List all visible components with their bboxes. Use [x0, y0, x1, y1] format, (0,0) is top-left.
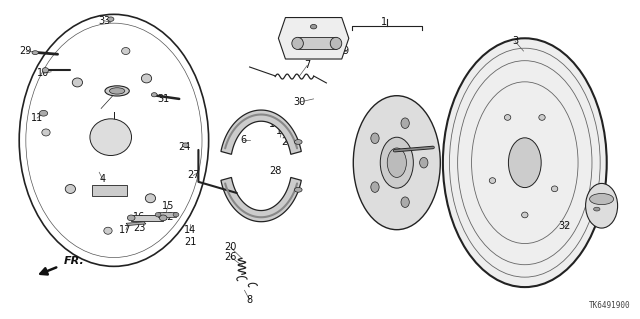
- Text: 20: 20: [224, 242, 237, 252]
- Bar: [158, 212, 176, 217]
- Bar: [131, 215, 163, 221]
- Ellipse shape: [109, 88, 125, 94]
- Text: 26: 26: [224, 252, 237, 262]
- Text: 28: 28: [269, 166, 282, 176]
- Ellipse shape: [42, 68, 49, 73]
- Ellipse shape: [122, 48, 130, 55]
- Ellipse shape: [72, 78, 83, 87]
- Ellipse shape: [152, 93, 157, 97]
- Text: 10: 10: [37, 68, 50, 78]
- Ellipse shape: [155, 212, 161, 217]
- Text: 13: 13: [293, 46, 306, 56]
- Text: TK6491900: TK6491900: [589, 301, 630, 310]
- Text: 27: 27: [187, 170, 200, 181]
- Ellipse shape: [42, 129, 50, 136]
- Text: 4: 4: [99, 174, 106, 184]
- Text: 23: 23: [133, 223, 146, 233]
- Ellipse shape: [489, 178, 495, 183]
- Text: 31: 31: [157, 94, 170, 104]
- Ellipse shape: [65, 184, 76, 193]
- Text: 18: 18: [269, 119, 282, 130]
- Ellipse shape: [353, 96, 440, 230]
- Ellipse shape: [539, 115, 545, 120]
- Polygon shape: [278, 18, 349, 59]
- Text: 3: 3: [512, 36, 518, 47]
- Text: 17: 17: [118, 225, 131, 235]
- Ellipse shape: [586, 183, 618, 228]
- Text: 6: 6: [240, 135, 246, 145]
- Ellipse shape: [127, 215, 135, 221]
- Ellipse shape: [387, 148, 406, 177]
- Ellipse shape: [104, 227, 112, 234]
- Ellipse shape: [522, 212, 528, 218]
- Text: 15: 15: [161, 201, 174, 211]
- Text: 12: 12: [304, 24, 317, 34]
- Ellipse shape: [90, 119, 132, 155]
- Ellipse shape: [371, 133, 379, 144]
- Ellipse shape: [292, 37, 303, 49]
- Text: FR.: FR.: [64, 256, 84, 266]
- Text: 22: 22: [161, 212, 174, 222]
- Ellipse shape: [294, 187, 302, 192]
- Ellipse shape: [593, 207, 600, 211]
- Ellipse shape: [401, 118, 410, 129]
- Polygon shape: [221, 177, 301, 222]
- Ellipse shape: [294, 139, 302, 144]
- Text: 19: 19: [275, 126, 288, 136]
- Text: 25: 25: [282, 137, 294, 147]
- Text: 32: 32: [558, 221, 571, 232]
- Text: 1: 1: [381, 17, 387, 27]
- Polygon shape: [126, 222, 146, 226]
- Text: 8: 8: [246, 295, 253, 305]
- Text: 16: 16: [133, 212, 146, 222]
- Text: 7: 7: [304, 60, 310, 70]
- Ellipse shape: [32, 51, 38, 55]
- Text: 5: 5: [99, 188, 106, 198]
- Ellipse shape: [159, 215, 167, 221]
- Text: 9: 9: [342, 46, 349, 56]
- Ellipse shape: [40, 110, 48, 116]
- Ellipse shape: [420, 158, 428, 168]
- Bar: [92, 185, 127, 196]
- Text: 14: 14: [184, 225, 196, 235]
- Ellipse shape: [182, 143, 189, 147]
- Ellipse shape: [141, 74, 152, 83]
- Text: 2: 2: [595, 205, 602, 216]
- Ellipse shape: [105, 86, 129, 96]
- Ellipse shape: [380, 137, 413, 188]
- Ellipse shape: [330, 37, 342, 49]
- Text: 29: 29: [19, 46, 32, 56]
- Text: 30: 30: [293, 97, 306, 107]
- Ellipse shape: [173, 212, 179, 217]
- Ellipse shape: [145, 194, 156, 203]
- Polygon shape: [221, 110, 301, 154]
- Bar: [298, 37, 336, 49]
- Text: 24: 24: [178, 142, 191, 152]
- Ellipse shape: [508, 138, 541, 188]
- Text: 21: 21: [184, 237, 196, 248]
- Ellipse shape: [552, 186, 558, 192]
- Ellipse shape: [310, 25, 317, 29]
- Ellipse shape: [589, 193, 614, 205]
- Ellipse shape: [371, 182, 379, 192]
- Text: 11: 11: [31, 113, 44, 123]
- Ellipse shape: [108, 17, 114, 21]
- Ellipse shape: [443, 38, 607, 287]
- Ellipse shape: [504, 115, 511, 120]
- Ellipse shape: [401, 197, 410, 207]
- Text: 33: 33: [98, 16, 111, 26]
